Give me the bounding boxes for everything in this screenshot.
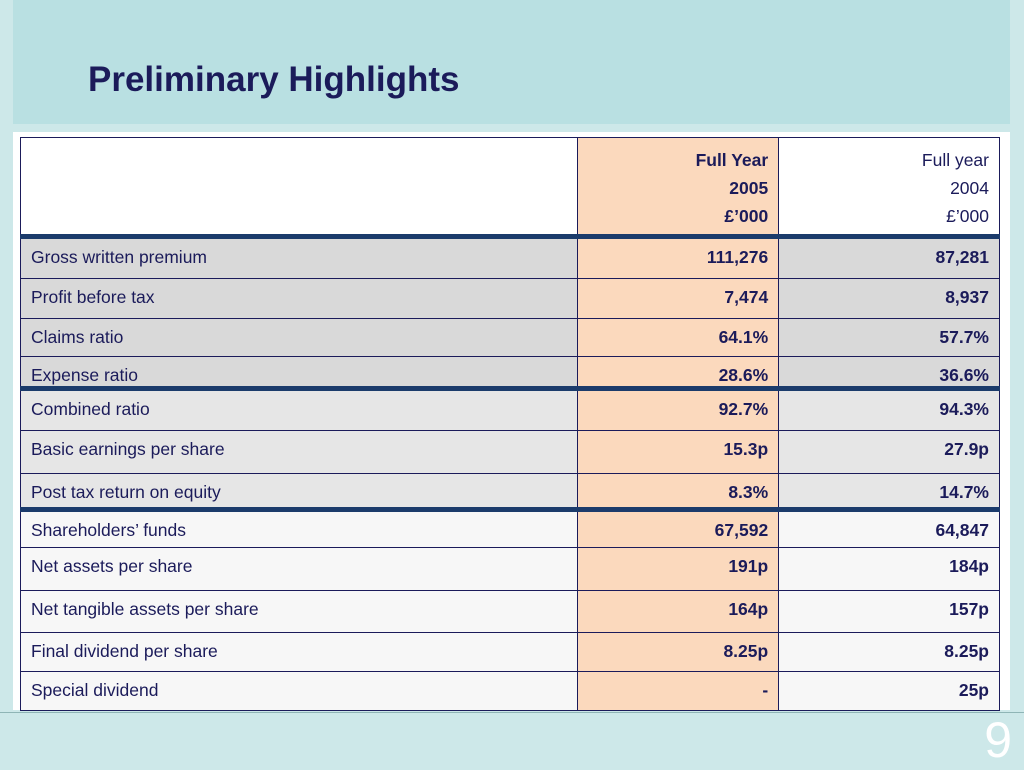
- table-row: Combined ratio 92.7% 94.3%: [19, 388, 1000, 431]
- row-value-2005: 191p: [577, 547, 780, 591]
- row-label: Gross written premium: [19, 236, 579, 279]
- table-row: Profit before tax 7,474 8,937: [19, 278, 1000, 319]
- row-value-2005: 7,474: [577, 278, 780, 319]
- row-value-2004: 57.7%: [778, 318, 1000, 357]
- table-row: Net tangible assets per share 164p 157p: [19, 590, 1000, 633]
- table-row: Gross written premium 111,276 87,281: [19, 236, 1000, 279]
- row-value-2004: 14.7%: [778, 473, 1000, 512]
- header-2005-cell: Full Year 2005 £’000: [577, 137, 780, 239]
- table-row: Shareholders’ funds 67,592 64,847: [19, 509, 1000, 548]
- header-2005-line3: £’000: [724, 206, 769, 226]
- row-label: Claims ratio: [19, 318, 579, 357]
- row-label: Net tangible assets per share: [19, 590, 579, 633]
- row-label: Post tax return on equity: [19, 473, 579, 512]
- header-2004-line3: £’000: [946, 206, 989, 226]
- row-value-2004: 25p: [778, 671, 1000, 711]
- slide-title: Preliminary Highlights: [88, 60, 460, 99]
- row-value-2005: 92.7%: [577, 388, 780, 431]
- table-row: Net assets per share 191p 184p: [19, 547, 1000, 591]
- row-value-2005: 28.6%: [577, 356, 780, 391]
- row-label: Final dividend per share: [19, 632, 579, 672]
- header-2005-line1: Full Year: [695, 150, 769, 170]
- table-row: Post tax return on equity 8.3% 14.7%: [19, 473, 1000, 512]
- row-label: Expense ratio: [19, 356, 579, 391]
- header-2005-line2: 2005: [729, 178, 769, 198]
- row-label: Basic earnings per share: [19, 430, 579, 474]
- table-row: Final dividend per share 8.25p 8.25p: [19, 632, 1000, 672]
- header-label-cell: [19, 137, 579, 239]
- header-2004-line2: 2004: [950, 178, 989, 198]
- row-value-2005: 8.25p: [577, 632, 780, 672]
- table-row: Special dividend - 25p: [19, 671, 1000, 711]
- row-value-2004: 184p: [778, 547, 1000, 591]
- row-value-2005: 8.3%: [577, 473, 780, 512]
- row-value-2004: 94.3%: [778, 388, 1000, 431]
- row-value-2004: 87,281: [778, 236, 1000, 279]
- row-value-2005: 15.3p: [577, 430, 780, 474]
- row-value-2005: 164p: [577, 590, 780, 633]
- footer-band: [0, 712, 1024, 769]
- row-label: Combined ratio: [19, 388, 579, 431]
- table-row: Expense ratio 28.6% 36.6%: [19, 356, 1000, 391]
- header-2004-cell: Full year 2004 £’000: [778, 137, 1000, 239]
- row-label: Profit before tax: [19, 278, 579, 319]
- row-value-2005: 111,276: [577, 236, 780, 279]
- row-value-2005: 64.1%: [577, 318, 780, 357]
- row-value-2005: -: [577, 671, 780, 711]
- table-header-row: Full Year 2005 £’000 Full year 2004 £’00…: [19, 137, 1000, 239]
- table-row: Basic earnings per share 15.3p 27.9p: [19, 430, 1000, 474]
- page-number: 9: [984, 712, 1012, 768]
- row-value-2004: 8,937: [778, 278, 1000, 319]
- row-value-2004: 157p: [778, 590, 1000, 633]
- row-label: Net assets per share: [19, 547, 579, 591]
- row-value-2004: 8.25p: [778, 632, 1000, 672]
- row-label: Shareholders’ funds: [19, 509, 579, 548]
- highlights-table: Full Year 2005 £’000 Full year 2004 £’00…: [19, 137, 1000, 711]
- title-band: [13, 0, 1010, 124]
- row-value-2004: 64,847: [778, 509, 1000, 548]
- header-2004-line1: Full year: [921, 150, 989, 170]
- row-label: Special dividend: [19, 671, 579, 711]
- row-value-2004: 27.9p: [778, 430, 1000, 474]
- row-value-2005: 67,592: [577, 509, 780, 548]
- table-row: Claims ratio 64.1% 57.7%: [19, 318, 1000, 357]
- row-value-2004: 36.6%: [778, 356, 1000, 391]
